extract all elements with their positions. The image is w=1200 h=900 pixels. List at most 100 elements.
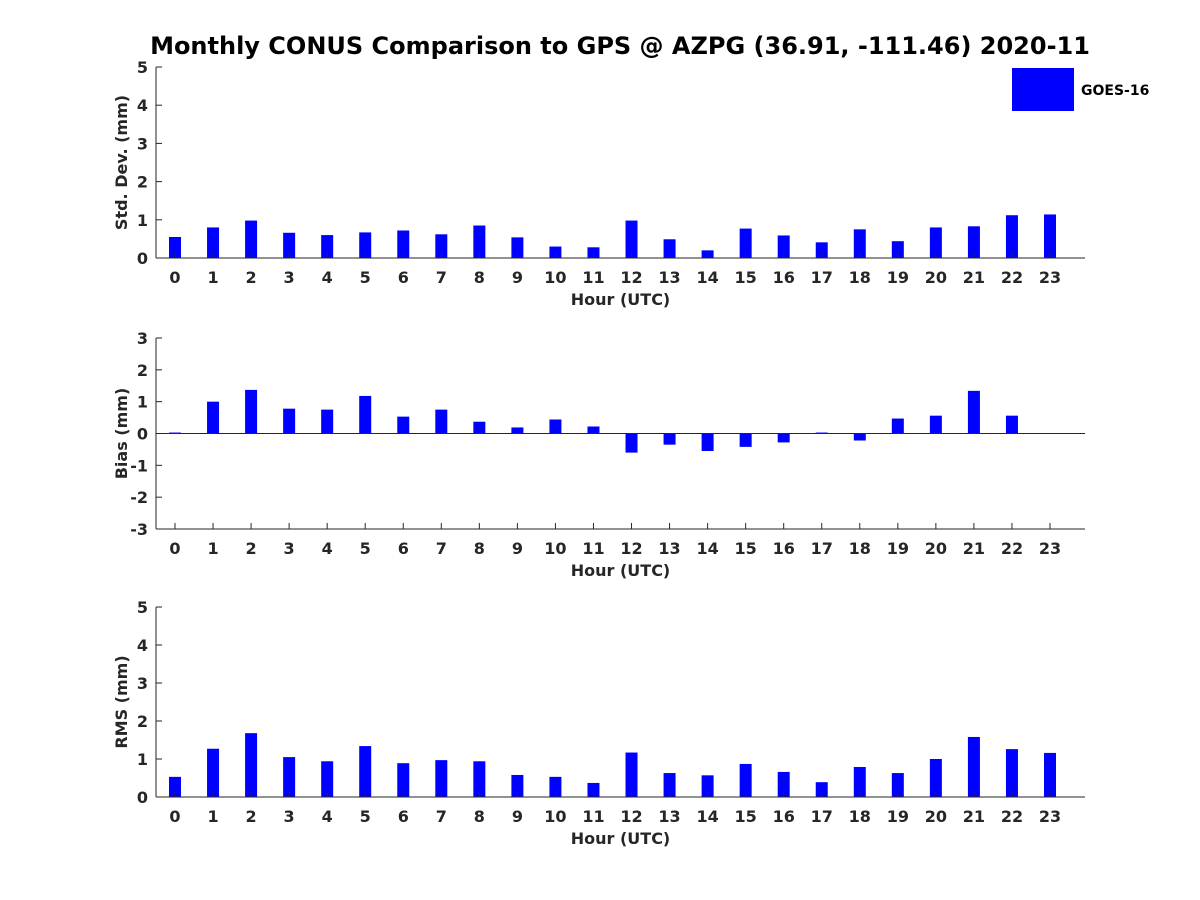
bar-5: [359, 395, 372, 434]
y-tick-label: 2: [137, 712, 148, 731]
bar-6: [397, 763, 410, 797]
bar-3: [283, 757, 296, 797]
y-tick-label: 4: [137, 636, 148, 655]
x-tick-label: 7: [436, 807, 447, 826]
bar-1: [207, 401, 220, 434]
x-tick-label: 9: [512, 268, 523, 287]
bar-8: [473, 225, 486, 258]
bar-13: [663, 239, 676, 258]
bar-21: [967, 390, 980, 434]
x-tick-label: 12: [620, 807, 642, 826]
bar-5: [359, 232, 372, 258]
bar-5: [359, 746, 372, 797]
bar-19: [891, 773, 904, 797]
x-tick-label: 5: [360, 539, 371, 558]
bar-22: [1005, 215, 1018, 258]
x-axis-label: Hour (UTC): [571, 561, 671, 580]
y-tick-label: -2: [130, 488, 148, 507]
x-tick-label: 6: [398, 539, 409, 558]
bar-12: [625, 433, 638, 453]
x-tick-label: 0: [169, 268, 180, 287]
bar-2: [245, 389, 258, 434]
x-tick-label: 21: [963, 539, 985, 558]
bar-11: [587, 426, 600, 434]
bar-7: [435, 760, 448, 797]
bar-10: [549, 419, 562, 434]
bar-10: [549, 776, 562, 797]
bar-3: [283, 232, 296, 258]
legend: GOES-16: [1012, 68, 1149, 111]
x-tick-label: 5: [360, 807, 371, 826]
x-tick-label: 1: [207, 268, 218, 287]
x-tick-label: 10: [544, 539, 566, 558]
x-tick-label: 11: [582, 268, 604, 287]
bar-12: [625, 752, 638, 797]
x-tick-label: 4: [322, 268, 333, 287]
x-tick-label: 1: [207, 539, 218, 558]
x-tick-label: 11: [582, 539, 604, 558]
x-tick-label: 20: [925, 807, 947, 826]
y-tick-label: 5: [137, 598, 148, 617]
x-tick-label: 2: [246, 539, 257, 558]
y-tick-label: 1: [137, 211, 148, 230]
y-tick-label: 2: [137, 361, 148, 380]
legend-label: GOES-16: [1081, 83, 1149, 99]
y-axis-label: Bias (mm): [112, 388, 131, 480]
x-tick-label: 23: [1039, 807, 1061, 826]
x-tick-label: 14: [696, 268, 718, 287]
x-tick-label: 13: [658, 539, 680, 558]
bar-21: [967, 736, 980, 797]
bar-8: [473, 421, 486, 434]
x-axis-label: Hour (UTC): [571, 290, 671, 309]
x-tick-label: 9: [512, 807, 523, 826]
y-tick-label: 4: [137, 96, 148, 115]
x-tick-label: 18: [849, 807, 871, 826]
x-tick-label: 12: [620, 539, 642, 558]
x-tick-label: 10: [544, 268, 566, 287]
bar-22: [1005, 415, 1018, 434]
x-tick-label: 7: [436, 268, 447, 287]
x-tick-label: 21: [963, 268, 985, 287]
x-tick-label: 4: [322, 539, 333, 558]
x-tick-label: 13: [658, 807, 680, 826]
bar-9: [511, 427, 524, 434]
x-tick-label: 11: [582, 807, 604, 826]
x-tick-label: 14: [696, 539, 718, 558]
bar-14: [701, 433, 714, 452]
x-tick-label: 3: [284, 268, 295, 287]
x-axis-label: Hour (UTC): [571, 829, 671, 848]
y-tick-label: 5: [137, 58, 148, 77]
bar-22: [1005, 749, 1018, 797]
bar-9: [511, 237, 524, 258]
x-tick-label: 17: [811, 539, 833, 558]
x-tick-label: 8: [474, 539, 485, 558]
bar-6: [397, 230, 410, 258]
x-tick-label: 18: [849, 268, 871, 287]
bar-16: [777, 235, 790, 258]
bar-19: [891, 418, 904, 434]
x-tick-label: 22: [1001, 539, 1023, 558]
x-tick-label: 9: [512, 539, 523, 558]
x-tick-label: 6: [398, 268, 409, 287]
y-axis-label: RMS (mm): [112, 655, 131, 748]
x-tick-label: 7: [436, 539, 447, 558]
x-tick-label: 16: [773, 268, 795, 287]
x-tick-label: 3: [284, 807, 295, 826]
bar-9: [511, 774, 524, 797]
x-tick-label: 12: [620, 268, 642, 287]
x-tick-label: 22: [1001, 807, 1023, 826]
y-axis-label: Std. Dev. (mm): [112, 95, 131, 230]
bar-15: [739, 228, 752, 258]
bar-17: [815, 242, 828, 258]
x-tick-label: 14: [696, 807, 718, 826]
bar-4: [321, 235, 334, 258]
x-tick-label: 20: [925, 539, 947, 558]
y-tick-label: 2: [137, 173, 148, 192]
x-tick-label: 22: [1001, 268, 1023, 287]
y-tick-label: 3: [137, 134, 148, 153]
bar-20: [929, 759, 942, 797]
